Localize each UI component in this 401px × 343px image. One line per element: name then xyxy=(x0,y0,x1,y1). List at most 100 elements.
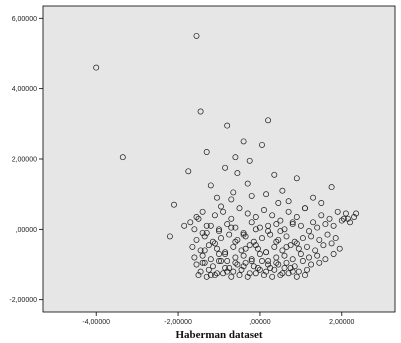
scatter-point xyxy=(302,205,308,212)
scatter-point xyxy=(259,258,265,264)
scatter-point xyxy=(250,238,257,245)
scatter-point xyxy=(226,231,233,238)
scatter-point xyxy=(224,221,231,228)
scatter-point xyxy=(353,210,360,217)
scatter-point xyxy=(269,212,276,219)
scatter-point xyxy=(228,224,235,231)
scatter-point xyxy=(230,243,237,250)
scatter-point xyxy=(322,256,329,263)
scatter-point xyxy=(310,219,317,226)
scatter-point xyxy=(312,247,319,254)
scatter-point xyxy=(199,229,206,236)
scatter-point xyxy=(275,236,282,243)
scatter-point xyxy=(269,273,276,280)
scatter-point xyxy=(273,221,280,228)
scatter-point xyxy=(265,258,272,264)
scatter-point xyxy=(256,224,263,231)
scatter-point xyxy=(187,219,194,226)
scatter-point xyxy=(236,272,243,279)
scatter-point xyxy=(222,251,229,257)
scatter-point xyxy=(248,192,255,199)
y-tick-label: 4,00000 xyxy=(12,86,37,93)
scatter-point xyxy=(234,236,241,243)
scatter-point xyxy=(203,149,210,155)
scatter-point xyxy=(252,270,259,277)
scatter-point xyxy=(259,141,265,148)
scatter-point xyxy=(248,256,255,263)
scatter-point xyxy=(322,221,329,228)
scatter-point xyxy=(119,154,126,161)
scatter-point xyxy=(273,238,280,245)
scatter-point xyxy=(271,266,278,273)
scatter-point xyxy=(191,226,198,233)
scatter-point xyxy=(279,187,286,194)
scatter-point xyxy=(279,247,286,254)
scatter-point xyxy=(289,268,296,275)
scatter-point xyxy=(318,212,325,219)
scatter-point xyxy=(244,210,251,217)
scatter-point xyxy=(218,235,224,242)
scatter-point xyxy=(195,215,202,222)
scatter-point xyxy=(295,268,302,275)
scatter-point xyxy=(244,180,251,187)
scatter-point xyxy=(93,64,100,71)
scatter-point xyxy=(347,219,353,226)
scatter-point xyxy=(299,235,306,242)
scatter-point xyxy=(203,229,210,236)
scatter-point xyxy=(330,251,337,257)
scatter-point xyxy=(281,265,288,271)
scatter-point xyxy=(216,258,222,264)
scatter-point xyxy=(318,200,325,206)
x-tick-label: -4,00000 xyxy=(82,319,110,326)
scatter-point xyxy=(254,265,261,271)
scatter-point xyxy=(193,214,200,220)
scatter-point xyxy=(207,222,214,229)
scatter-point xyxy=(297,251,304,257)
scatter-point xyxy=(320,242,327,249)
scatter-point xyxy=(275,200,282,206)
scatter-point xyxy=(201,247,208,254)
scatter-point xyxy=(263,268,270,275)
scatter-point xyxy=(199,252,206,259)
scatter-point xyxy=(285,208,292,215)
scatter-point xyxy=(281,252,288,259)
scatter-point xyxy=(234,170,241,177)
scatter-point xyxy=(265,261,272,268)
scatter-point xyxy=(285,270,292,277)
scatter-point xyxy=(287,265,294,271)
scatter-point xyxy=(218,203,224,210)
scatter-point xyxy=(211,272,218,279)
scatter-point xyxy=(222,265,229,271)
scatter-point xyxy=(228,215,235,222)
scatter-point xyxy=(287,242,294,249)
x-axis-label: Haberman dataset xyxy=(175,329,262,341)
scatter-point xyxy=(256,251,263,257)
y-tick-label: ,00000 xyxy=(16,227,38,234)
scatter-point xyxy=(216,251,222,257)
scatter-point xyxy=(304,243,310,250)
scatter-point xyxy=(289,219,296,226)
scatter-point xyxy=(304,266,310,273)
scatter-point xyxy=(252,242,259,249)
scatter-point xyxy=(207,272,214,279)
scatter-point xyxy=(242,245,249,252)
y-tick-label: -2,00000 xyxy=(9,297,37,304)
scatter-point xyxy=(351,214,358,220)
scatter-point xyxy=(332,235,339,242)
scatter-point xyxy=(193,261,200,268)
scatter-point xyxy=(240,231,247,238)
scatter-point xyxy=(328,240,335,247)
scatter-point xyxy=(246,242,253,249)
scatter-point xyxy=(201,259,208,266)
scatter-point xyxy=(340,215,347,222)
scatter-point xyxy=(281,226,288,233)
scatter-point xyxy=(224,122,231,129)
y-tick-label: 2,00000 xyxy=(12,157,37,164)
scatter-point xyxy=(267,231,274,238)
scatter-point xyxy=(293,273,300,280)
scatter-point xyxy=(230,268,237,275)
scatter-point xyxy=(326,215,333,222)
scatter-point xyxy=(252,214,259,220)
scatter-point xyxy=(238,247,245,254)
scatter-point xyxy=(214,245,220,252)
